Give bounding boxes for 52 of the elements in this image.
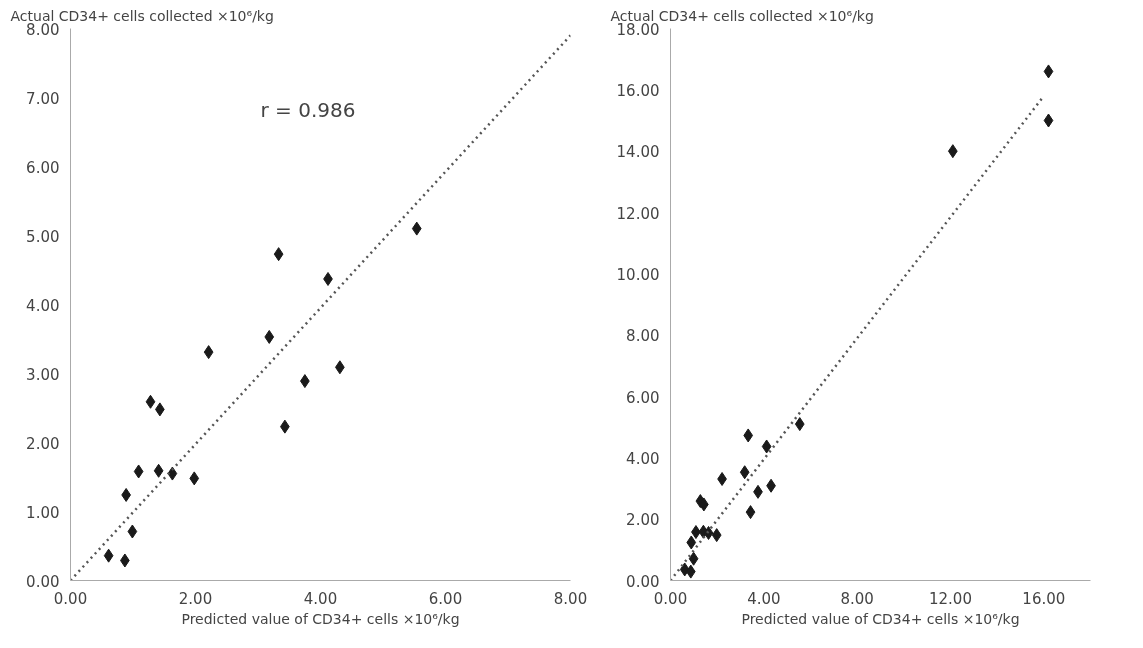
point bbox=[794, 417, 805, 432]
point bbox=[685, 564, 696, 579]
point bbox=[411, 221, 422, 236]
x-tick-label: 4.00 bbox=[303, 589, 338, 608]
point bbox=[203, 345, 214, 360]
point bbox=[743, 428, 754, 443]
point bbox=[1043, 113, 1054, 128]
y-tick-label: 2.00 bbox=[626, 511, 660, 530]
y-tick-label: 0.00 bbox=[26, 572, 60, 591]
x-tick-label: 8.00 bbox=[840, 589, 874, 608]
point bbox=[145, 394, 156, 409]
x-tick-label: 2.00 bbox=[178, 589, 213, 608]
y-tick-label: 4.00 bbox=[26, 296, 60, 315]
x-tick-label: 0.00 bbox=[53, 589, 88, 608]
point bbox=[133, 464, 144, 479]
x-axis-title: Predicted value of CD34+ cells ×10⁶/kg bbox=[181, 610, 460, 627]
y-tick-label: 6.00 bbox=[26, 158, 60, 177]
point bbox=[688, 551, 699, 566]
point bbox=[703, 525, 714, 540]
x-tick-label: 6.00 bbox=[428, 589, 463, 608]
point bbox=[153, 463, 164, 478]
x-tick-label: 16.00 bbox=[1022, 589, 1066, 608]
y-tick-label: 1.00 bbox=[26, 503, 60, 522]
y-tick-label: 10.00 bbox=[616, 265, 660, 284]
point bbox=[103, 548, 114, 563]
x-tick-label: 12.00 bbox=[929, 589, 972, 608]
point bbox=[189, 471, 200, 486]
x-tick-label: 4.00 bbox=[747, 589, 781, 608]
y-tick-label: 6.00 bbox=[626, 388, 660, 407]
x-tick-label: 8.00 bbox=[553, 589, 588, 608]
point bbox=[745, 505, 756, 520]
y-tick-label: 2.00 bbox=[26, 434, 60, 453]
point bbox=[739, 465, 750, 480]
point bbox=[711, 528, 722, 543]
point bbox=[686, 535, 697, 550]
y-tick-label: 14.00 bbox=[616, 143, 660, 162]
y-tick-label: 3.00 bbox=[26, 365, 60, 384]
point bbox=[273, 247, 284, 262]
annotation: r = 0.986 bbox=[260, 98, 356, 123]
y-tick-label: 7.00 bbox=[26, 89, 60, 108]
y-tick-label: 12.00 bbox=[616, 204, 660, 223]
y-tick-label: 4.00 bbox=[626, 449, 660, 468]
y-tick-label: 16.00 bbox=[616, 81, 660, 100]
x-tick-label: 0.00 bbox=[653, 589, 688, 608]
point bbox=[127, 524, 138, 539]
y-tick-label: 0.00 bbox=[626, 572, 660, 591]
y-tick-label: 8.00 bbox=[626, 327, 660, 346]
point bbox=[761, 439, 772, 454]
y-tick-label: 5.00 bbox=[26, 227, 60, 246]
point bbox=[1043, 64, 1054, 79]
point bbox=[264, 329, 275, 344]
x-axis-title: Predicted value of CD34+ cells ×10⁶/kg bbox=[741, 610, 1020, 627]
